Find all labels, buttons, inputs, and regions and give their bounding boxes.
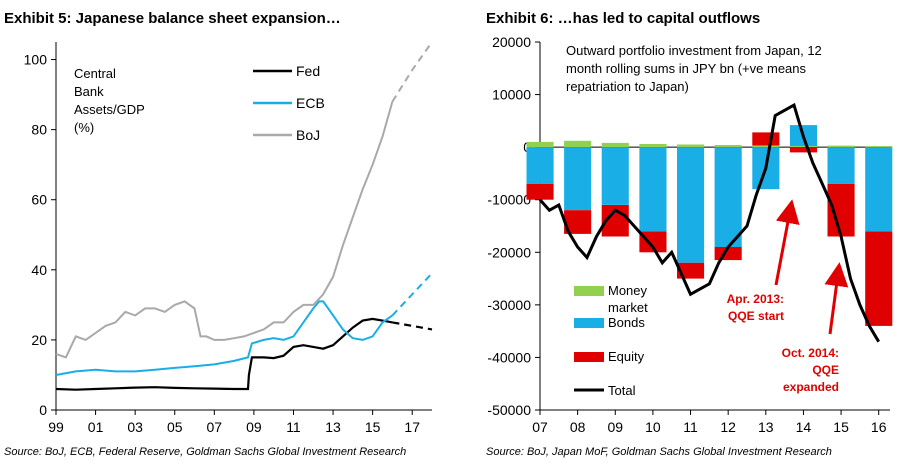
right-annotation-line: month rolling sums in JPY bn (+ve means xyxy=(566,61,807,76)
left-x-tick-label: 17 xyxy=(404,419,420,435)
right-bar-money-market xyxy=(865,146,893,148)
right-x-tick-label: 11 xyxy=(683,419,698,435)
right-legend-label-money-market-line2: market xyxy=(608,300,648,315)
right-callout-qqe-expanded: Oct. 2014: xyxy=(782,346,839,360)
left-annotation-line: Bank xyxy=(74,84,104,99)
right-series-total xyxy=(538,102,880,343)
right-bar-equity xyxy=(865,231,893,326)
left-x-tick-label: 15 xyxy=(365,419,381,435)
right-bar-money-market xyxy=(677,144,705,148)
right-bar-money-market xyxy=(526,141,554,148)
right-bar-money-market xyxy=(752,145,780,148)
right-y-tick-label: -20000 xyxy=(487,244,531,260)
left-y-tick-label: 40 xyxy=(31,262,47,278)
right-bar-bonds xyxy=(677,147,705,263)
left-source: Source: BoJ, ECB, Federal Reserve, Goldm… xyxy=(4,446,407,458)
right-legend-label-money-market-line1: Money xyxy=(608,283,648,298)
right-panel-title: Exhibit 6: …has led to capital outflows xyxy=(486,10,761,27)
right-x-tick-label: 14 xyxy=(796,419,812,435)
right-x-tick-label: 08 xyxy=(570,419,586,435)
right-bar-bonds xyxy=(639,147,667,232)
right-bar-bonds xyxy=(526,147,554,184)
right-bar-bonds xyxy=(714,147,742,247)
right-bar-money-market xyxy=(564,140,592,148)
left-x-tick-label: 99 xyxy=(48,419,64,435)
right-bar-money-market xyxy=(639,144,667,148)
right-chart: -50000-40000-30000-20000-100000100002000… xyxy=(487,34,893,435)
right-callout-qqe-expanded: expanded xyxy=(783,380,839,394)
left-x-tick-label: 07 xyxy=(207,419,223,435)
right-callout-qqe-expanded: QQE xyxy=(812,363,839,377)
right-bar-equity xyxy=(789,147,817,153)
right-legend-label-total: Total xyxy=(608,383,636,398)
left-x-tick-label: 05 xyxy=(167,419,183,435)
left-x-tick-label: 11 xyxy=(286,419,301,435)
right-bar-equity xyxy=(827,183,855,237)
left-series-fed xyxy=(55,317,393,391)
right-x-tick-label: 09 xyxy=(607,419,623,435)
right-callout-arrow-qqe-start xyxy=(774,199,800,286)
right-annotation-line: Outward portfolio investment from Japan,… xyxy=(566,43,822,58)
left-series-fed-projection xyxy=(392,321,433,331)
right-x-tick-label: 07 xyxy=(532,419,548,435)
right-source: Source: BoJ, Japan MoF, Goldman Sachs Gl… xyxy=(486,446,832,458)
left-legend-label-ecb: ECB xyxy=(296,95,325,111)
right-x-tick-label: 16 xyxy=(871,419,887,435)
left-y-tick-label: 80 xyxy=(31,122,47,138)
left-x-tick-label: 13 xyxy=(325,419,341,435)
left-y-tick-label: 20 xyxy=(31,332,47,348)
right-legend-swatch-bonds xyxy=(574,318,604,328)
right-x-tick-label: 12 xyxy=(720,419,736,435)
right-bar-equity xyxy=(639,231,667,253)
left-x-tick-label: 03 xyxy=(127,419,143,435)
left-y-tick-label: 100 xyxy=(24,52,48,68)
right-callout-qqe-start: Apr. 2013: xyxy=(727,292,784,306)
left-series-ecb xyxy=(55,300,393,376)
left-y-tick-label: 0 xyxy=(39,402,47,418)
left-x-tick-label: 09 xyxy=(246,419,262,435)
left-y-tick-label: 60 xyxy=(31,192,47,208)
left-legend-label-fed: Fed xyxy=(296,63,320,79)
right-bar-bonds xyxy=(601,147,629,205)
right-y-tick-label: -40000 xyxy=(487,349,531,365)
left-x-tick-label: 01 xyxy=(88,419,104,435)
right-bar-bonds xyxy=(865,147,893,232)
right-bar-equity xyxy=(677,262,705,279)
right-y-tick-label: -10000 xyxy=(487,192,531,208)
right-bar-money-market xyxy=(789,146,817,148)
right-bar-money-market xyxy=(827,145,855,148)
right-bar-money-market xyxy=(714,145,742,148)
left-panel-title: Exhibit 5: Japanese balance sheet expans… xyxy=(4,10,341,27)
right-legend-swatch-money_market xyxy=(574,286,604,296)
right-legend-label-equity: Equity xyxy=(608,349,645,364)
right-callout-qqe-start: QQE start xyxy=(728,309,784,323)
right-bar-equity xyxy=(752,132,780,146)
left-series-boj-projection xyxy=(391,41,433,103)
right-bar-equity xyxy=(526,183,554,200)
right-x-tick-label: 13 xyxy=(758,419,774,435)
right-y-tick-label: 10000 xyxy=(492,87,531,103)
left-annotation-line: Assets/GDP xyxy=(74,102,145,117)
right-callout-arrow-qqe-expanded xyxy=(824,262,849,335)
right-bar-money-market xyxy=(601,142,629,148)
left-annotation-line: Central xyxy=(74,66,116,81)
right-x-tick-label: 15 xyxy=(833,419,849,435)
left-series-boj xyxy=(55,101,394,359)
right-x-tick-label: 10 xyxy=(645,419,661,435)
right-annotation-line: repatriation to Japan) xyxy=(566,79,689,94)
left-chart: 0 20 40 60 80 100 99 01 03 05 07 09 11 13 15 17 Central B… xyxy=(24,41,433,435)
right-legend-label-bonds: Bonds xyxy=(608,315,645,330)
right-legend-swatch-equity xyxy=(574,352,604,362)
right-y-tick-label: -30000 xyxy=(487,297,531,313)
right-y-tick-label: 20000 xyxy=(492,34,531,50)
right-bar-bonds xyxy=(827,147,855,184)
right-bar-equity xyxy=(564,210,592,234)
left-series-ecb-projection xyxy=(391,272,433,317)
left-annotation-line: (%) xyxy=(74,120,94,135)
right-y-tick-label: -50000 xyxy=(487,402,531,418)
right-bar-bonds xyxy=(564,147,592,211)
left-legend-label-boj: BoJ xyxy=(296,127,320,143)
